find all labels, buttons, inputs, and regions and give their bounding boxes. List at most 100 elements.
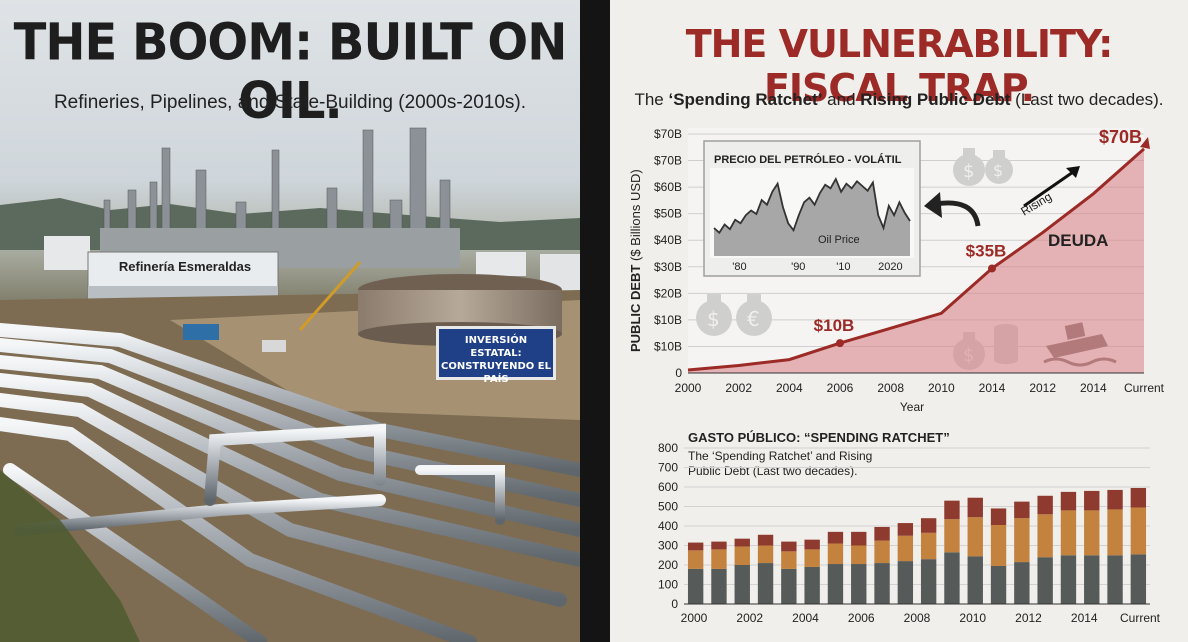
spending-bar-top <box>1037 495 1053 515</box>
debt-y-tick-label: $70B <box>654 127 682 141</box>
money-bag-icon: $ $ <box>953 148 1013 186</box>
refinery-sign: Refinería Esmeraldas <box>118 259 252 274</box>
debt-y-label-rest: ($ Billions USD) <box>628 169 643 264</box>
oil-x-tick-label: '90 <box>791 261 805 273</box>
bar-x-tick-label: 2014 <box>1071 611 1098 625</box>
spending-bar-top <box>1130 487 1147 508</box>
spending-bar-middle <box>897 535 914 562</box>
spending-bar-base <box>1014 562 1030 604</box>
spending-bar-middle <box>1014 518 1030 563</box>
spending-bar-middle <box>874 540 890 564</box>
oil-x-tick-label: '80 <box>732 261 746 273</box>
svg-text:$: $ <box>707 307 720 331</box>
oil-inset-title: PRECIO DEL PETRÓLEO - VOLÁTIL <box>714 153 902 166</box>
subtitle-bold-2: Rising Public Debt <box>860 90 1011 109</box>
debt-value-annotation: $10B <box>814 316 855 335</box>
spending-bar-middle <box>711 549 727 569</box>
spending-bar-top <box>757 534 774 546</box>
money-bag-euro-icon: € <box>736 294 772 336</box>
spending-bar-top <box>827 531 844 544</box>
oil-x-tick-label: 2020 <box>878 261 902 273</box>
bar-x-ticks: 2000 2002 2004 2006 2008 2010 2012 2014 Current <box>681 611 1161 625</box>
spending-subtitle-2: Public Debt (Last two decades). <box>688 464 857 478</box>
spending-bar-top <box>944 500 960 520</box>
bar-y-tick-label: 300 <box>658 539 678 553</box>
spending-bar-middle <box>734 546 750 565</box>
spending-bar-top <box>851 531 867 546</box>
bar-y-tick-label: 400 <box>658 519 678 533</box>
subtitle-pre: The <box>634 90 669 109</box>
spending-bar-middle <box>967 517 983 557</box>
oil-x-tick-label: '10 <box>836 261 850 273</box>
debt-x-tick-label: Current <box>1124 381 1165 395</box>
debt-y-tick-label: 0 <box>675 366 682 380</box>
debt-y-tick-label: $30B <box>654 260 682 274</box>
spending-bar-base <box>757 563 774 604</box>
spending-bar-base <box>990 565 1007 604</box>
debt-x-tick-label: 2014 <box>979 381 1006 395</box>
spending-bar-top <box>1084 490 1100 511</box>
spending-bar-middle <box>851 545 867 565</box>
bar-x-tick-label: 2002 <box>736 611 763 625</box>
spending-bar-base <box>967 556 983 604</box>
spending-bar-middle <box>1084 510 1100 556</box>
bar-x-tick-label: 2006 <box>848 611 875 625</box>
debt-x-tick-label: 2002 <box>725 381 752 395</box>
spending-bar-base <box>781 568 797 604</box>
oil-x-ticks: '80 '90 '10 2020 <box>732 261 902 273</box>
spending-bar-middle <box>757 545 774 564</box>
debt-x-tick-label: 2008 <box>877 381 904 395</box>
spending-bar-base <box>1130 554 1147 604</box>
deuda-label: DEUDA <box>1048 231 1108 250</box>
debt-y-tick-label: $40B <box>654 233 682 247</box>
debt-x-tick-label: 2000 <box>675 381 702 395</box>
spending-bar-middle <box>1037 514 1053 558</box>
debt-arrowhead <box>1140 136 1150 149</box>
spending-bar-base <box>804 566 820 604</box>
spending-bar-base <box>851 564 867 604</box>
spending-bar-middle <box>990 525 1007 566</box>
debt-y-tick-label: $60B <box>654 180 682 194</box>
debt-y-ticks: 0 $10B $10B $20B $30B $40B $50B $60B $70B $70B <box>654 127 682 380</box>
debt-y-tick-label: $50B <box>654 207 682 221</box>
subtitle-post: (Last two decades). <box>1010 90 1164 109</box>
debt-line <box>687 147 1145 372</box>
debt-x-tick-label: 2014 <box>1080 381 1107 395</box>
debt-value-annotation: $70B <box>1099 127 1142 147</box>
bar-y-tick-label: 100 <box>658 578 678 592</box>
refinery-illustration <box>0 127 580 642</box>
spending-bar-base <box>1107 555 1123 604</box>
spending-bar-top <box>804 539 820 550</box>
right-panel: THE VULNERABILITY: FISCAL TRAP. The ‘Spe… <box>610 0 1188 642</box>
spending-bar-top <box>734 538 750 547</box>
bar-y-tick-label: 800 <box>658 441 678 455</box>
spending-bar-base <box>687 568 704 604</box>
spending-bar-base <box>734 565 750 604</box>
billboard: INVERSIÓN ESTATAL: CONSTRUYENDO EL PAÍS <box>436 326 556 385</box>
subtitle-mid: and <box>822 90 861 109</box>
spending-bar-middle <box>944 519 960 553</box>
left-title: THE BOOM: BUILT ON OIL. <box>13 13 568 131</box>
bar-x-tick-label: Current <box>1120 611 1161 625</box>
bar-x-tick-label: 2012 <box>1015 611 1042 625</box>
spending-bar-middle <box>827 543 844 565</box>
spending-bar-top <box>687 542 704 551</box>
spending-bar-top <box>990 508 1007 526</box>
bar-y-tick-label: 0 <box>671 597 678 611</box>
curved-arrow-icon <box>924 192 981 227</box>
debt-area <box>688 148 1144 373</box>
billboard-line-1: INVERSIÓN ESTATAL: <box>464 335 528 359</box>
spending-bar-base <box>874 563 890 604</box>
bar-y-ticks: 0 100 200 300 400 500 600 700 800 <box>658 441 678 611</box>
right-title: THE VULNERABILITY: FISCAL TRAP. <box>685 22 1114 110</box>
bar-x-tick-label: 2008 <box>904 611 931 625</box>
spending-bar-top <box>874 526 890 541</box>
bar-x-tick-label: 2010 <box>959 611 986 625</box>
debt-x-label: Year <box>900 400 924 414</box>
billboard-line-2: CONSTRUYENDO EL PAÍS <box>441 361 551 385</box>
debt-y-tick-label: $10B <box>654 313 682 327</box>
oil-series-label: Oil Price <box>818 234 860 246</box>
spending-bar-top <box>897 523 914 536</box>
oil-line <box>713 176 911 235</box>
spending-bar-middle <box>1107 509 1123 556</box>
